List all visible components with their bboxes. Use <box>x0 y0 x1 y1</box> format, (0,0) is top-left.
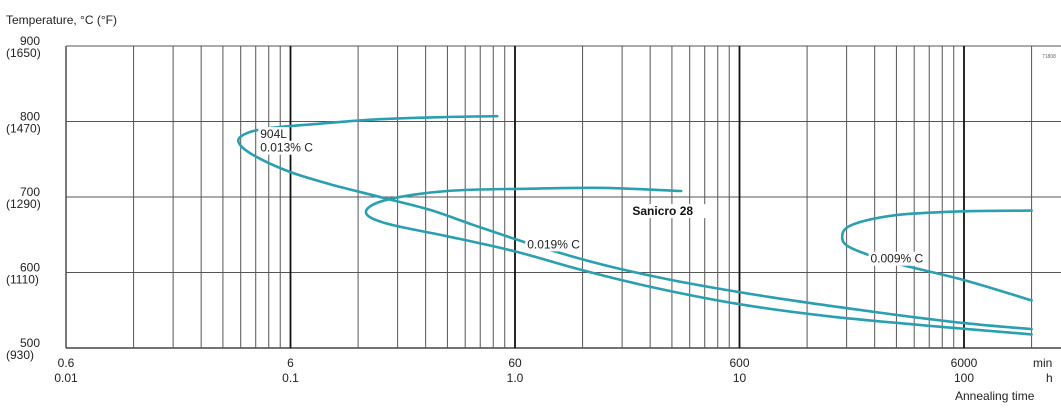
figure-code: 71808 <box>1042 54 1056 60</box>
x-tick-label-h: 0.01 <box>54 371 78 385</box>
annotation-label: 904L <box>260 127 287 141</box>
curve-series-2 <box>364 186 1033 336</box>
annotation-background <box>525 237 583 252</box>
annotation-background <box>630 204 709 219</box>
y-tick-label-celsius: 700 <box>20 185 40 199</box>
curve-series-3 <box>840 209 1033 302</box>
x-tick-label-h: 100 <box>954 371 974 385</box>
grid <box>65 45 1061 349</box>
annotation-background <box>258 127 289 142</box>
x-tick-label-h: 10 <box>733 371 747 385</box>
y-axis-title: Temperature, °C (°F) <box>6 13 117 27</box>
x-tick-label-min: 60 <box>508 356 522 370</box>
curve-series-1 <box>236 114 1033 331</box>
y-tick-labels: 500(930) 600(1110) 700(1290) 800(1470) 900(1… <box>6 34 41 362</box>
y-tick-label-celsius: 900 <box>20 34 40 48</box>
y-tick-label-fahrenheit: (1110) <box>6 273 39 287</box>
x-unit-min-label: min <box>1033 356 1052 370</box>
annotation-label: Sanicro 28 <box>632 204 693 218</box>
x-tick-label-min: 600 <box>729 356 749 370</box>
y-tick-label-celsius: 500 <box>20 336 40 350</box>
annotation-label: 0.019% C <box>527 237 580 251</box>
y-tick-label-celsius: 600 <box>20 261 40 275</box>
curves <box>236 114 1033 336</box>
x-tick-label-min: 6000 <box>951 356 978 370</box>
y-tick-label-fahrenheit: (1470) <box>6 122 41 136</box>
annotation-background <box>868 251 926 266</box>
x-tick-label-min: 0.6 <box>58 356 75 370</box>
annotation-label: 0.013% C <box>260 141 313 155</box>
annotation-label: 0.009% C <box>871 252 924 266</box>
x-axis-title: Annealing time <box>955 389 1035 403</box>
x-unit-h-label: h <box>1046 371 1053 385</box>
y-tick-label-celsius: 800 <box>20 110 40 124</box>
x-tick-label-h: 1.0 <box>507 371 524 385</box>
y-tick-label-fahrenheit: (1290) <box>6 197 41 211</box>
annotation-background <box>258 140 316 155</box>
x-tick-label-h: 0.1 <box>282 371 299 385</box>
x-tick-label-min: 6 <box>287 356 294 370</box>
y-tick-label-fahrenheit: (930) <box>6 348 34 362</box>
y-tick-label-fahrenheit: (1650) <box>6 46 41 60</box>
